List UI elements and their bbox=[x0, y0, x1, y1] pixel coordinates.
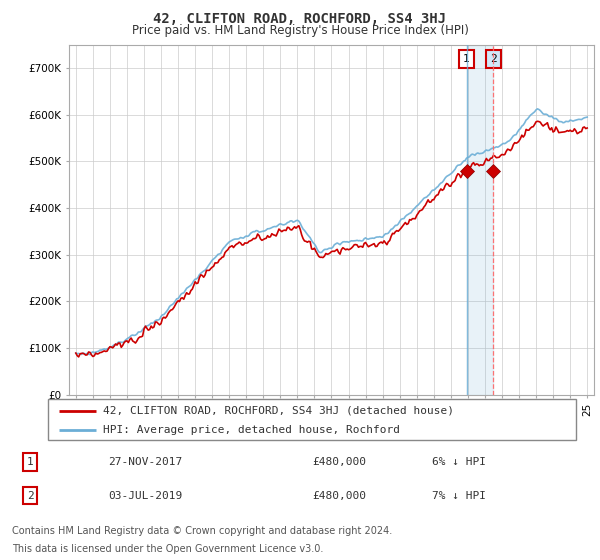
Text: 6% ↓ HPI: 6% ↓ HPI bbox=[432, 457, 486, 467]
Text: 1: 1 bbox=[463, 54, 470, 64]
FancyBboxPatch shape bbox=[48, 399, 576, 440]
Text: £480,000: £480,000 bbox=[312, 457, 366, 467]
Text: 03-JUL-2019: 03-JUL-2019 bbox=[108, 491, 182, 501]
Text: Price paid vs. HM Land Registry's House Price Index (HPI): Price paid vs. HM Land Registry's House … bbox=[131, 24, 469, 36]
Bar bbox=[467, 45, 493, 395]
Text: 27-NOV-2017: 27-NOV-2017 bbox=[108, 457, 182, 467]
Text: £480,000: £480,000 bbox=[312, 491, 366, 501]
Text: This data is licensed under the Open Government Licence v3.0.: This data is licensed under the Open Gov… bbox=[12, 544, 323, 554]
Text: 2: 2 bbox=[490, 54, 497, 64]
Text: 42, CLIFTON ROAD, ROCHFORD, SS4 3HJ: 42, CLIFTON ROAD, ROCHFORD, SS4 3HJ bbox=[154, 12, 446, 26]
Text: Contains HM Land Registry data © Crown copyright and database right 2024.: Contains HM Land Registry data © Crown c… bbox=[12, 526, 392, 536]
Text: 7% ↓ HPI: 7% ↓ HPI bbox=[432, 491, 486, 501]
Text: 2: 2 bbox=[26, 491, 34, 501]
Text: 1: 1 bbox=[26, 457, 34, 467]
Text: HPI: Average price, detached house, Rochford: HPI: Average price, detached house, Roch… bbox=[103, 424, 400, 435]
Text: 42, CLIFTON ROAD, ROCHFORD, SS4 3HJ (detached house): 42, CLIFTON ROAD, ROCHFORD, SS4 3HJ (det… bbox=[103, 405, 454, 416]
